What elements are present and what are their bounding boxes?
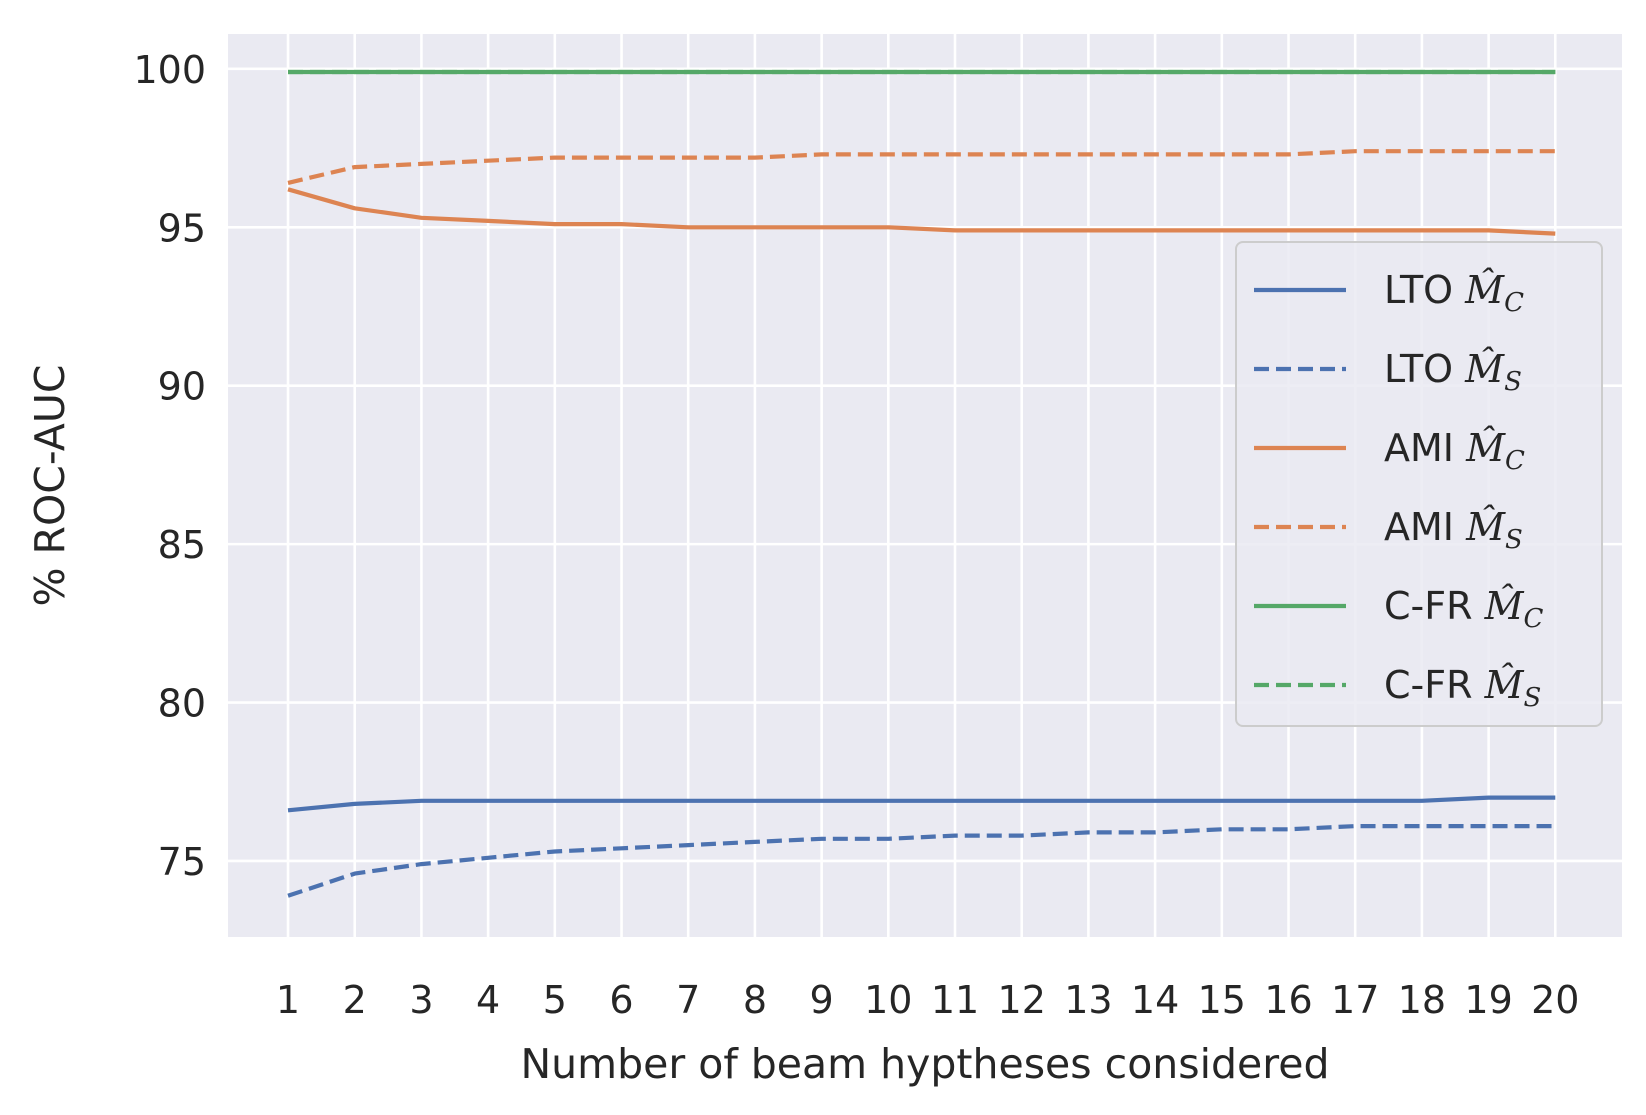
- x-tick-label: 3: [409, 978, 433, 1022]
- x-tick-label: 12: [998, 978, 1046, 1022]
- series-lines: [287, 69, 1556, 898]
- x-tick-label: 5: [543, 978, 567, 1022]
- series-line-ami-c: [287, 187, 1556, 236]
- legend-entry: AMI M̂C: [1384, 426, 1525, 476]
- x-tick-label: 7: [676, 978, 700, 1022]
- legend-entry: C-FR M̂S: [1384, 663, 1541, 713]
- legend-box: [1235, 241, 1603, 727]
- x-tick-label: 18: [1398, 978, 1446, 1022]
- y-tick-label: 95: [158, 206, 206, 250]
- x-tick-label: 11: [931, 978, 979, 1022]
- tick-labels: 1 2 3 4 5 6 7 8 9 10 11 12 13 14 15 16 17 18 19 20758085909…: [133, 48, 1579, 1022]
- legend-entry: C-FR M̂C: [1384, 584, 1544, 634]
- series-line-lto-s: [287, 823, 1556, 898]
- legend-entry: LTO M̂C: [1384, 268, 1524, 318]
- y-tick-label: 100: [133, 48, 206, 92]
- series-line-lto-c: [287, 795, 1556, 813]
- x-axis-label: Number of beam hyptheses considered: [521, 1040, 1330, 1088]
- x-tick-label: 10: [864, 978, 912, 1022]
- x-tick-label: 15: [1198, 978, 1246, 1022]
- x-tick-label: 2: [343, 978, 367, 1022]
- grid-lines: [228, 34, 1622, 937]
- legend-entry: LTO M̂S: [1384, 347, 1522, 397]
- y-tick-label: 90: [158, 365, 206, 409]
- y-tick-label: 75: [158, 840, 206, 884]
- x-tick-label: 14: [1131, 978, 1179, 1022]
- legend-entry: AMI M̂S: [1384, 505, 1523, 555]
- x-tick-label: 4: [476, 978, 500, 1022]
- x-tick-label: 20: [1531, 978, 1579, 1022]
- x-tick-label: 13: [1064, 978, 1112, 1022]
- y-axis-label: % ROC-AUC: [26, 365, 74, 607]
- y-tick-label: 80: [158, 682, 206, 726]
- x-tick-label: 9: [810, 978, 834, 1022]
- x-tick-label: 6: [609, 978, 633, 1022]
- x-tick-label: 8: [743, 978, 767, 1022]
- x-tick-label: 17: [1331, 978, 1379, 1022]
- series-line-ami-s: [287, 149, 1556, 185]
- y-tick-label: 85: [158, 523, 206, 567]
- x-tick-label: 1: [276, 978, 300, 1022]
- x-tick-label: 16: [1264, 978, 1312, 1022]
- legend: LTO M̂C LTO M̂S AMI M̂C AMI M̂S C-FR M̂C C-FR…: [1235, 241, 1603, 727]
- x-tick-label: 19: [1464, 978, 1512, 1022]
